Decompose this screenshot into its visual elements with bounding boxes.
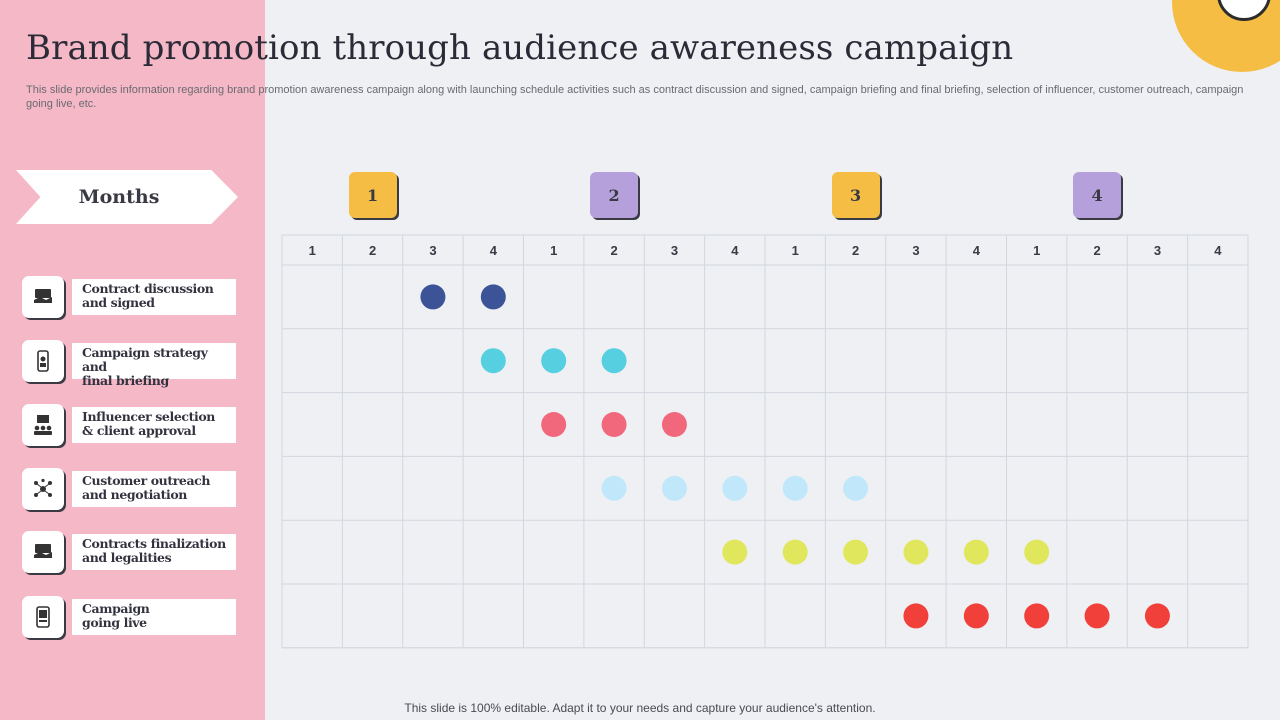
activity-label-line2: and negotiation <box>82 487 187 502</box>
quarter-badge: 4 <box>1073 172 1122 218</box>
schedule-dot <box>843 475 869 501</box>
schedule-dot <box>843 539 869 565</box>
schedule-dot <box>661 412 687 437</box>
activity-label-line2: and signed <box>82 295 155 310</box>
activity-label: Customer outreach and negotiation <box>72 471 236 507</box>
activity-row: Campaign going live <box>22 596 236 638</box>
week-header: 2 <box>368 242 377 258</box>
activity-label-line1: Contracts finalization <box>82 536 226 551</box>
schedule-dot <box>722 475 748 501</box>
mobile-briefing-icon <box>22 340 64 382</box>
week-header: 3 <box>429 242 437 258</box>
activity-label-line1: Contract discussion <box>82 281 214 296</box>
week-header: 2 <box>851 242 860 258</box>
schedule-dot <box>782 539 808 565</box>
week-header: 2 <box>610 242 618 258</box>
schedule-dot <box>782 475 808 501</box>
handshake-icon <box>22 531 64 573</box>
schedule-dot <box>601 475 627 501</box>
activity-label-line1: Campaign strategy and <box>82 345 208 374</box>
schedule-dot <box>1024 539 1050 565</box>
week-header: 4 <box>731 242 739 258</box>
activity-label-line1: Campaign <box>82 601 150 616</box>
months-banner: Months <box>16 170 238 224</box>
activity-label: Campaign going live <box>72 599 236 635</box>
schedule-dot <box>541 348 567 374</box>
week-header: 3 <box>1153 242 1162 258</box>
schedule-dot <box>903 603 929 629</box>
schedule-dot <box>420 284 446 310</box>
network-people-icon <box>22 468 64 510</box>
activity-label-line2: & client approval <box>82 423 196 438</box>
week-header: 1 <box>550 242 558 258</box>
activity-row: Customer outreach and negotiation <box>22 468 236 510</box>
activity-row: Contract discussion and signed <box>22 276 236 318</box>
footer-note: This slide is 100% editable. Adapt it to… <box>404 701 876 715</box>
schedule-dot <box>601 348 627 374</box>
schedule-dot <box>1084 603 1110 629</box>
activity-row: Campaign strategy and final briefing <box>22 340 236 388</box>
week-header: 2 <box>1093 242 1101 258</box>
mobile-live-icon <box>22 596 64 638</box>
activity-label-line1: Influencer selection <box>82 409 215 424</box>
schedule-dot <box>480 348 506 374</box>
handshake-icon <box>22 276 64 318</box>
week-header: 1 <box>1033 242 1041 258</box>
influencer-presentation-icon <box>22 404 64 446</box>
schedule-dot <box>601 412 627 437</box>
slide-subtitle: This slide provides information regardin… <box>26 84 1244 110</box>
activity-label: Campaign strategy and final briefing <box>72 343 236 388</box>
schedule-dot <box>661 475 687 501</box>
quarter-badge: 2 <box>590 172 639 218</box>
week-header: 3 <box>912 242 920 258</box>
slide-title: Brand promotion through audience awarene… <box>26 28 1014 68</box>
week-header: 3 <box>670 242 679 258</box>
activity-row: Contracts finalization and legalities <box>22 531 236 573</box>
week-header: 1 <box>791 242 799 258</box>
week-header: 4 <box>489 242 497 258</box>
activity-label-line1: Customer outreach <box>82 473 211 488</box>
months-label: Months <box>78 186 160 208</box>
activity-label: Contracts finalization and legalities <box>72 534 236 570</box>
schedule-dot <box>722 539 748 565</box>
schedule-dot <box>1024 603 1050 629</box>
activity-label: Contract discussion and signed <box>72 279 236 315</box>
schedule-dot <box>963 539 989 565</box>
week-header: 1 <box>308 242 316 258</box>
quarter-badge: 1 <box>348 172 397 218</box>
activity-label-line2: and legalities <box>82 550 172 565</box>
quarter-badge: 3 <box>831 172 880 218</box>
schedule-dot <box>480 284 506 310</box>
activity-label-line2: going live <box>82 615 147 630</box>
week-header: 4 <box>972 242 980 258</box>
activity-label-line2: final briefing <box>82 373 169 388</box>
schedule-dot <box>541 412 567 437</box>
activity-row: Influencer selection & client approval <box>22 404 236 446</box>
week-header: 4 <box>1214 242 1222 258</box>
schedule-dot <box>963 603 989 629</box>
schedule-dot <box>1144 603 1170 629</box>
schedule-dot <box>903 539 929 565</box>
activity-label: Influencer selection & client approval <box>72 407 236 443</box>
